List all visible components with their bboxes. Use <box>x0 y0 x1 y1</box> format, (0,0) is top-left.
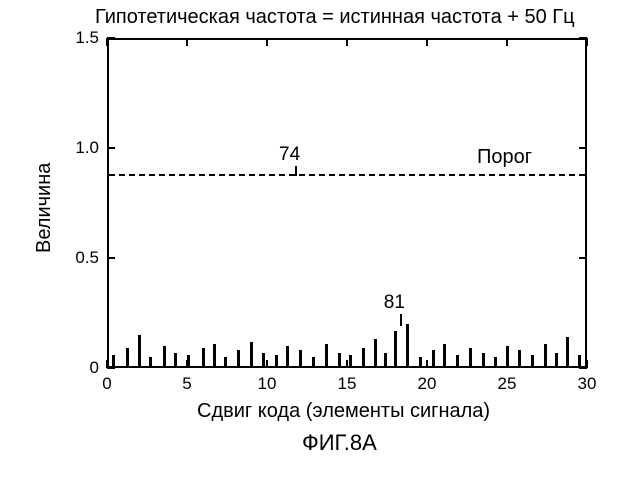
figure-caption: ФИГ.8A <box>302 430 377 456</box>
chart-title: Гипотетическая частота = истинная частот… <box>95 6 575 29</box>
y-tick-mark <box>107 147 115 149</box>
data-spike <box>555 353 558 368</box>
data-spike <box>174 353 177 368</box>
callout-81: 81 <box>384 292 405 314</box>
data-spike <box>494 357 497 368</box>
data-spike <box>518 350 521 368</box>
data-spike <box>394 331 397 368</box>
data-spike <box>384 353 387 368</box>
callout-81-leader <box>400 314 402 326</box>
plot-area <box>107 38 587 368</box>
y-tick-label: 0.5 <box>59 248 99 268</box>
data-spike <box>112 355 115 368</box>
data-spike <box>138 335 141 368</box>
x-tick-mark <box>266 360 268 368</box>
x-axis-label: Сдвиг кода (элементы сигнала) <box>197 400 490 423</box>
data-spike <box>187 355 190 368</box>
x-tick-label: 25 <box>492 374 522 394</box>
callout-74-leader <box>295 166 297 176</box>
data-spike <box>578 355 581 368</box>
data-spike <box>213 344 216 368</box>
data-spike <box>544 344 547 368</box>
x-tick-label: 15 <box>332 374 362 394</box>
callout-74: 74 <box>279 144 300 166</box>
data-spike <box>202 348 205 368</box>
threshold-label: Порог <box>477 146 532 169</box>
data-spike <box>250 342 253 368</box>
x-tick-mark <box>506 38 508 46</box>
data-spike <box>406 324 409 368</box>
data-spike <box>237 350 240 368</box>
data-spike <box>443 344 446 368</box>
data-spike <box>419 357 422 368</box>
y-tick-mark <box>579 147 587 149</box>
x-tick-mark <box>346 38 348 46</box>
x-tick-mark <box>186 38 188 46</box>
x-tick-label: 30 <box>572 374 602 394</box>
x-tick-mark <box>426 360 428 368</box>
x-tick-label: 5 <box>172 374 202 394</box>
data-spike <box>456 355 459 368</box>
data-spike <box>362 348 365 368</box>
x-tick-label: 10 <box>252 374 282 394</box>
x-tick-mark <box>266 38 268 46</box>
data-spike <box>275 355 278 368</box>
data-spike <box>469 348 472 368</box>
data-spike <box>126 348 129 368</box>
x-tick-label: 0 <box>92 374 122 394</box>
data-spike <box>286 346 289 368</box>
data-spike <box>338 353 341 368</box>
data-spike <box>149 357 152 368</box>
y-tick-label: 1.5 <box>59 28 99 48</box>
y-tick-mark <box>579 257 587 259</box>
data-spike <box>349 355 352 368</box>
x-tick-mark <box>106 360 108 368</box>
data-spike <box>531 355 534 368</box>
data-spike <box>163 346 166 368</box>
y-tick-label: 1.0 <box>59 138 99 158</box>
data-spike <box>566 337 569 368</box>
data-spike <box>312 357 315 368</box>
y-tick-mark <box>107 257 115 259</box>
data-spike <box>299 350 302 368</box>
threshold-line <box>109 174 585 176</box>
x-tick-mark <box>586 38 588 46</box>
x-tick-mark <box>426 38 428 46</box>
data-spike <box>432 350 435 368</box>
y-axis-label: Величина <box>33 163 56 253</box>
data-spike <box>374 339 377 368</box>
data-spike <box>482 353 485 368</box>
x-tick-mark <box>586 360 588 368</box>
x-tick-mark <box>346 360 348 368</box>
y-tick-mark <box>107 37 115 39</box>
data-spike <box>325 344 328 368</box>
data-spike <box>262 353 265 368</box>
x-tick-mark <box>106 38 108 46</box>
data-spike <box>224 357 227 368</box>
data-spike <box>506 346 509 368</box>
x-tick-label: 20 <box>412 374 442 394</box>
